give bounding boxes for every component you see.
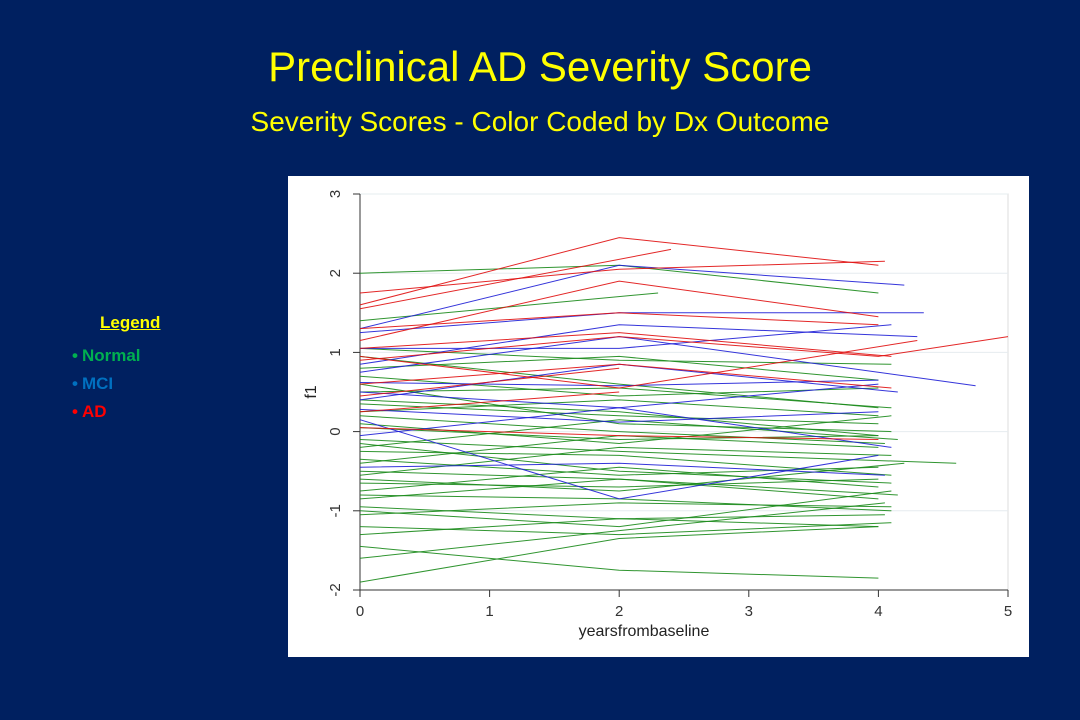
bullet-icon: • <box>72 346 78 365</box>
x-tick-label: 1 <box>485 603 493 620</box>
series-line-normal <box>359 439 957 464</box>
bullet-icon: • <box>72 402 78 421</box>
series-line-normal <box>359 478 879 500</box>
series-line-ad <box>359 363 892 389</box>
bullet-icon: • <box>72 374 78 393</box>
y-tick-label: 2 <box>327 269 344 277</box>
series-line-ad <box>359 427 879 440</box>
series-line-ad <box>359 336 1009 361</box>
series-line-normal <box>359 399 879 417</box>
series-line-mci <box>359 462 885 476</box>
series-line-normal <box>359 526 879 583</box>
legend-title: Legend <box>100 313 161 332</box>
legend-label-normal: Normal <box>81 346 141 365</box>
series-line-normal <box>359 502 885 559</box>
legend: Legend • Normal • MCI • AD <box>72 312 160 426</box>
series-line-normal <box>359 399 879 437</box>
series-line-ad <box>359 260 885 294</box>
series-line-mci <box>360 324 892 349</box>
severity-line-chart: -2 -1 0 1 2 3 0 1 2 3 4 5 yearsfrombaseline f1 <box>303 190 1012 640</box>
x-tick-label: 4 <box>874 603 882 620</box>
legend-item-mci: • MCI <box>72 370 160 398</box>
series-line-mci <box>359 408 879 423</box>
y-tick-label: -1 <box>327 504 344 517</box>
y-tick-label: -2 <box>327 583 344 596</box>
series-line-normal <box>359 490 892 528</box>
series-line-ad <box>359 391 620 413</box>
series-line-mci <box>359 419 879 500</box>
series-line-normal <box>359 355 879 409</box>
slide-title: Preclinical AD Severity Score <box>268 43 812 90</box>
series-line-normal <box>359 443 892 484</box>
x-tick-label: 0 <box>356 603 364 620</box>
legend-label-mci: MCI <box>81 374 114 393</box>
series-line-mci <box>359 324 918 365</box>
slide-subtitle: Severity Scores - Color Coded by Dx Outc… <box>250 106 830 137</box>
legend-label-ad: AD <box>81 402 107 421</box>
series-line-normal <box>359 514 885 536</box>
series-line-ad <box>359 332 892 357</box>
x-tick-label: 2 <box>615 603 623 620</box>
series-line-mci <box>359 383 879 409</box>
series-line-normal <box>359 462 905 492</box>
legend-item-ad: • AD <box>72 398 160 426</box>
series-line-ad <box>359 312 879 330</box>
series-line-normal <box>359 502 892 516</box>
series-line-mci <box>359 264 905 330</box>
legend-item-normal: • Normal <box>72 342 160 370</box>
series-line-normal <box>359 375 879 397</box>
y-tick-label: 0 <box>327 427 344 435</box>
x-tick-label: 5 <box>1004 603 1012 620</box>
series-line-normal <box>359 415 885 444</box>
series-line-ad <box>359 280 879 341</box>
series-line-normal <box>359 545 879 579</box>
series-line-normal <box>359 419 898 448</box>
plot-panel: -2 -1 0 1 2 3 0 1 2 3 4 5 yearsfrombaseline f1 <box>288 176 1029 657</box>
y-tick-label: 1 <box>327 348 344 356</box>
x-axis-title: yearsfrombaseline <box>579 623 710 640</box>
series-line-normal <box>359 478 879 488</box>
series-line-ad <box>359 237 879 306</box>
series-line-ad <box>359 248 672 310</box>
plot-area <box>359 193 1009 591</box>
y-tick-label: 3 <box>327 190 344 198</box>
y-axis-title: f1 <box>303 385 320 398</box>
series-line-ad <box>359 340 918 389</box>
series-line-normal <box>359 355 879 381</box>
series-line-ad <box>359 367 620 397</box>
x-tick-label: 3 <box>745 603 753 620</box>
series-line-normal <box>359 427 879 441</box>
